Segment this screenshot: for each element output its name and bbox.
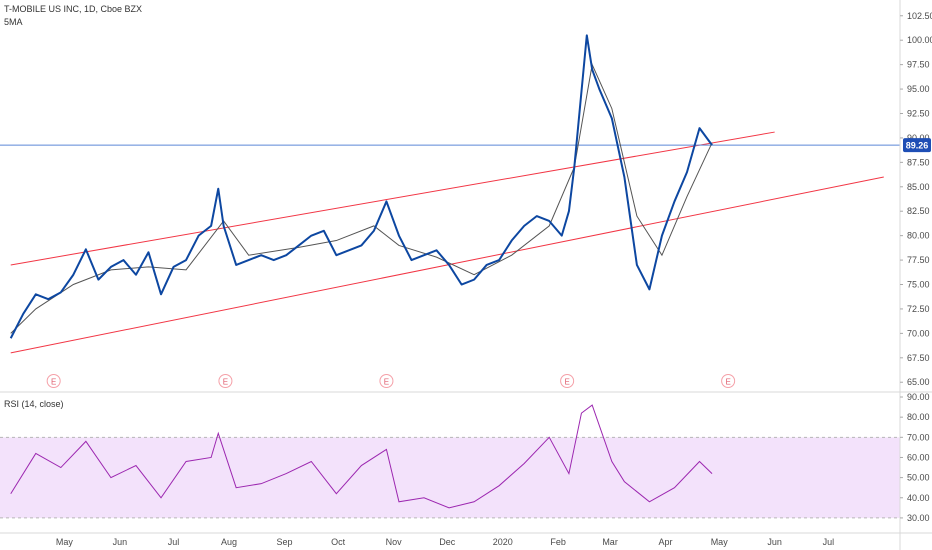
x-tick-label: Apr: [659, 537, 673, 547]
price-tick-label: 65.00: [907, 377, 930, 387]
price-tick-label: 72.50: [907, 304, 930, 314]
price-tick-label: 87.50: [907, 157, 930, 167]
price-tick-label: 97.50: [907, 60, 930, 70]
price-tick-label: 85.00: [907, 182, 930, 192]
rsi-line: [10, 404, 713, 509]
price-tick-label: 75.00: [907, 280, 930, 290]
price-tick-label: 102.50: [907, 11, 932, 21]
price-tick-label: 82.50: [907, 206, 930, 216]
x-tick-label: Oct: [331, 537, 346, 547]
x-tick-label: Dec: [439, 537, 456, 547]
price-tick-label: 95.00: [907, 84, 930, 94]
x-tick-label: May: [711, 537, 729, 547]
rsi-pane: [0, 404, 900, 519]
x-tick-label: 2020: [493, 537, 513, 547]
price-badge: [903, 138, 931, 153]
earnings-marker: [379, 374, 394, 388]
x-tick-label: Feb: [550, 537, 566, 547]
price-tick-label: 100.00: [907, 35, 932, 45]
earnings-marker: [721, 374, 736, 388]
x-tick-label: Jul: [168, 537, 180, 547]
price-tick-label: 67.50: [907, 353, 930, 363]
x-tick-label: May: [56, 537, 74, 547]
earnings-marker-label: E: [564, 378, 569, 387]
ma-line: [10, 62, 713, 334]
x-tick-label: Mar: [602, 537, 618, 547]
x-tick-label: Aug: [221, 537, 237, 547]
rsi-tick-label: 90.00: [907, 392, 930, 402]
rsi-band: [0, 437, 900, 518]
earnings-marker-label: E: [223, 378, 228, 387]
earnings-marker: [46, 374, 61, 388]
earnings-marker-label: E: [384, 378, 389, 387]
x-tick-label: Jun: [113, 537, 128, 547]
symbol-title: T-MOBILE US INC, 1D, Cboe BZX: [4, 4, 142, 14]
price-tick-label: 77.50: [907, 255, 930, 265]
earnings-marker-label: E: [51, 378, 56, 387]
price-tick-label: 70.00: [907, 328, 930, 338]
rsi-tick-label: 50.00: [907, 473, 930, 483]
rsi-tick-label: 70.00: [907, 432, 930, 442]
rsi-tick-label: 30.00: [907, 513, 930, 523]
price-tick-label: 92.50: [907, 108, 930, 118]
rsi-legend-label: RSI (14, close): [4, 399, 64, 409]
channel-line: [10, 176, 884, 354]
x-tick-label: Nov: [386, 537, 403, 547]
price-tick-label: 80.00: [907, 231, 930, 241]
ma-legend-label: 5MA: [4, 17, 23, 27]
price-badge-label: 89.26: [906, 141, 929, 151]
x-tick-label: Jun: [767, 537, 782, 547]
price-line: [9, 34, 713, 339]
earnings-marker: [560, 374, 575, 388]
earnings-marker-label: E: [725, 378, 730, 387]
channel-line: [10, 131, 775, 266]
x-tick-label: Jul: [823, 537, 835, 547]
rsi-tick-label: 40.00: [907, 493, 930, 503]
rsi-tick-label: 80.00: [907, 412, 930, 422]
x-tick-label: Sep: [276, 537, 292, 547]
price-tick-label: 90.00: [907, 133, 930, 143]
rsi-tick-label: 60.00: [907, 452, 930, 462]
earnings-marker: [218, 374, 233, 388]
